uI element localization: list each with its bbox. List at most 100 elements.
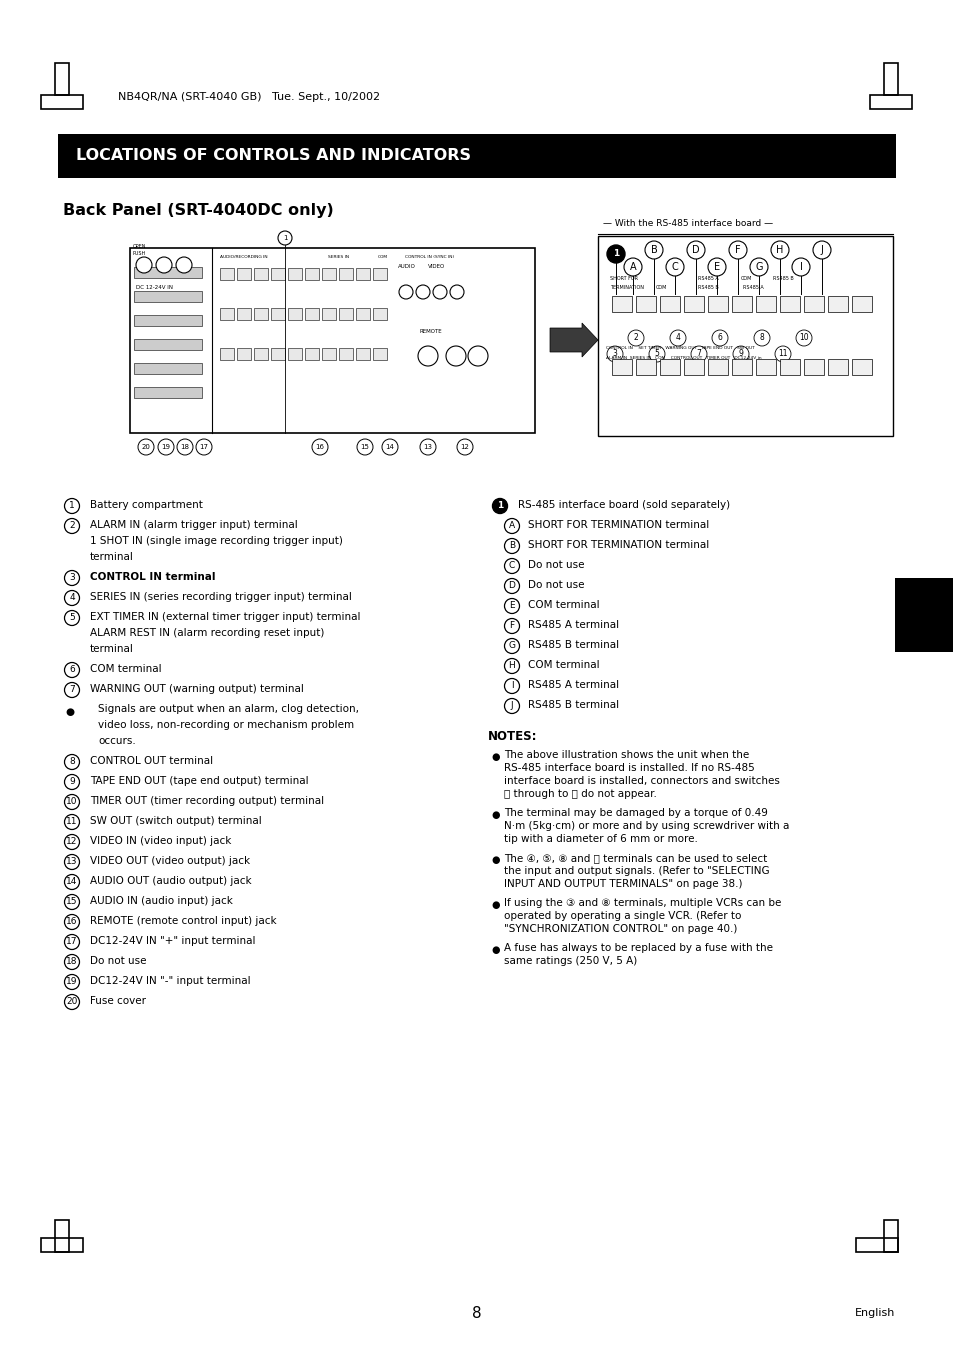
Bar [305,308,318,320]
Bar [707,359,727,376]
Circle shape [504,539,519,554]
Text: NB4QR/NA (SRT-4040 GB)   Tue. Sept., 10/2002: NB4QR/NA (SRT-4040 GB) Tue. Sept., 10/20… [118,92,379,101]
Circle shape [65,915,79,929]
Bar [236,308,251,320]
Bar [707,296,727,312]
Bar [612,359,631,376]
Circle shape [711,330,727,346]
Circle shape [65,815,79,830]
Text: PUSH: PUSH [132,251,146,255]
Circle shape [65,794,79,809]
Bar [598,236,892,436]
Text: 18: 18 [180,444,190,450]
Circle shape [606,245,624,263]
Text: TAPE END OUT (tape end output) terminal: TAPE END OUT (tape end output) terminal [90,775,309,786]
Text: F: F [735,245,740,255]
Bar [373,308,387,320]
Text: 5: 5 [69,613,74,623]
Circle shape [416,285,430,299]
Text: 2: 2 [70,521,74,531]
Circle shape [417,346,437,366]
Circle shape [65,894,79,909]
Text: 1: 1 [282,235,287,240]
Text: video loss, non-recording or mechanism problem: video loss, non-recording or mechanism p… [98,720,354,730]
Bar [894,578,953,653]
Bar [355,267,370,280]
Text: ●: ● [491,855,499,865]
Text: COM: COM [740,276,752,281]
Text: J: J [820,245,822,255]
Text: 6: 6 [69,666,74,674]
Text: CONTROL IN (SYNC IN): CONTROL IN (SYNC IN) [405,255,454,259]
Circle shape [644,240,662,259]
Text: "SYNCHRONIZATION CONTROL" on page 40.): "SYNCHRONIZATION CONTROL" on page 40.) [503,924,737,934]
Circle shape [504,598,519,613]
Text: 9: 9 [69,777,74,786]
Circle shape [156,257,172,273]
Text: Do not use: Do not use [527,561,584,570]
Text: CONTROL IN terminal: CONTROL IN terminal [90,571,215,582]
Text: 12: 12 [67,838,77,847]
Bar [133,363,202,374]
Bar [322,267,335,280]
Text: 14: 14 [385,444,394,450]
Text: 7: 7 [69,685,74,694]
Text: SHORT FOR TERMINATION terminal: SHORT FOR TERMINATION terminal [527,520,708,530]
Circle shape [686,240,704,259]
Circle shape [175,257,192,273]
Text: RS-485 interface board is installed. If no RS-485: RS-485 interface board is installed. If … [503,763,754,773]
Bar [780,296,800,312]
Text: LOCATIONS OF CONTROLS AND INDICATORS: LOCATIONS OF CONTROLS AND INDICATORS [76,147,471,162]
Text: H: H [508,662,515,670]
Text: — With the RS-485 interface board —: — With the RS-485 interface board — [602,219,772,228]
Circle shape [504,658,519,674]
Text: 1: 1 [69,501,74,511]
Text: C: C [671,262,678,272]
Text: E: E [509,601,515,611]
Text: J: J [510,701,513,711]
Bar [883,1220,897,1252]
Text: terminal: terminal [90,553,133,562]
Circle shape [707,258,725,276]
Circle shape [492,499,507,513]
Bar [236,349,251,359]
Bar [636,359,656,376]
Circle shape [277,231,292,245]
Bar [827,296,847,312]
Circle shape [795,330,811,346]
Bar [883,63,897,95]
Text: E: E [713,262,720,272]
Text: CONTROL OUT terminal: CONTROL OUT terminal [90,757,213,766]
Circle shape [504,698,519,713]
Text: ⓐ through to ⓙ do not appear.: ⓐ through to ⓙ do not appear. [503,789,657,798]
Text: Do not use: Do not use [90,957,147,966]
Circle shape [504,639,519,654]
Text: 16: 16 [315,444,324,450]
Bar [755,359,775,376]
Text: 11: 11 [778,350,787,358]
Circle shape [419,439,436,455]
Bar [731,359,751,376]
Text: 4: 4 [675,334,679,343]
Bar [220,349,233,359]
FancyArrow shape [550,323,598,357]
Text: ALARM IN  SERIES IN   COM    CONTROL OUT   TIMER OUT   DC12-24V in: ALARM IN SERIES IN COM CONTROL OUT TIMER… [605,357,760,359]
Text: N·m (5kg·cm) or more and by using screwdriver with a: N·m (5kg·cm) or more and by using screwd… [503,821,788,831]
Circle shape [606,346,622,362]
Text: OPEN: OPEN [132,245,147,249]
Text: I: I [510,681,513,690]
Bar [271,349,285,359]
Text: G: G [755,262,762,272]
Circle shape [65,570,79,585]
Text: DC12-24V IN "-" input terminal: DC12-24V IN "-" input terminal [90,975,251,986]
Circle shape [648,346,664,362]
Circle shape [504,578,519,593]
Circle shape [456,439,473,455]
Text: 10: 10 [799,334,808,343]
Bar [271,267,285,280]
Circle shape [65,682,79,697]
Text: Fuse cover: Fuse cover [90,996,146,1006]
Text: TIMER OUT (timer recording output) terminal: TIMER OUT (timer recording output) termi… [90,796,324,807]
Circle shape [774,346,790,362]
Bar [636,296,656,312]
